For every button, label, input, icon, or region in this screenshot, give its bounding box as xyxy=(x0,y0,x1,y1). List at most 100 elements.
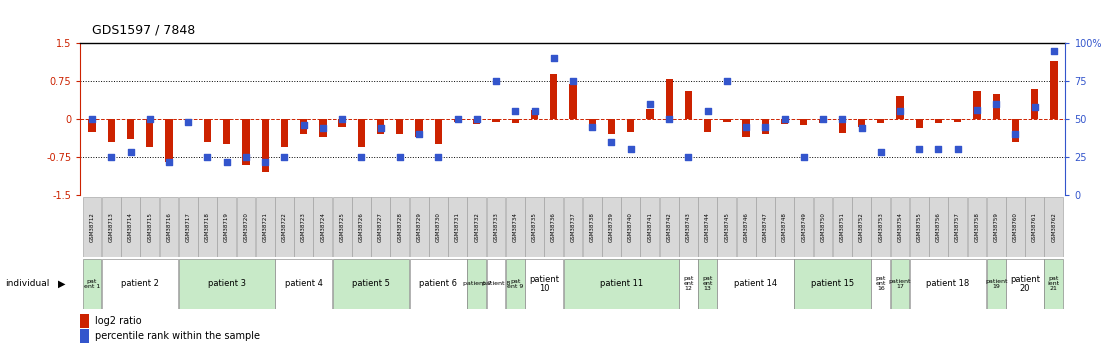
Text: patient 3: patient 3 xyxy=(208,279,246,288)
Bar xyxy=(203,119,211,142)
Text: GSM38716: GSM38716 xyxy=(167,212,171,242)
FancyBboxPatch shape xyxy=(390,197,409,257)
Text: GSM38747: GSM38747 xyxy=(762,212,768,242)
FancyBboxPatch shape xyxy=(1006,259,1044,309)
Point xyxy=(448,116,466,122)
Text: GSM38732: GSM38732 xyxy=(474,212,480,242)
Bar xyxy=(704,119,711,132)
Text: GSM38738: GSM38738 xyxy=(589,212,595,242)
FancyBboxPatch shape xyxy=(275,259,332,309)
FancyBboxPatch shape xyxy=(102,259,179,309)
Text: GSM38729: GSM38729 xyxy=(417,212,421,242)
Text: GSM38743: GSM38743 xyxy=(686,212,691,242)
Point xyxy=(565,78,582,84)
FancyBboxPatch shape xyxy=(699,259,717,309)
Bar xyxy=(878,119,884,123)
Point xyxy=(910,147,928,152)
Text: pat
ient
21: pat ient 21 xyxy=(1048,276,1060,291)
Point xyxy=(603,139,620,145)
Bar xyxy=(588,119,596,125)
FancyBboxPatch shape xyxy=(852,197,871,257)
Point xyxy=(391,154,409,160)
FancyBboxPatch shape xyxy=(179,259,275,309)
Bar xyxy=(646,109,654,119)
Bar xyxy=(512,119,519,123)
Text: patient
17: patient 17 xyxy=(889,279,911,289)
Text: GSM38715: GSM38715 xyxy=(148,212,152,242)
Text: GSM38736: GSM38736 xyxy=(551,212,557,242)
FancyBboxPatch shape xyxy=(987,197,1005,257)
FancyBboxPatch shape xyxy=(429,197,447,257)
FancyBboxPatch shape xyxy=(448,197,467,257)
Point xyxy=(314,125,332,131)
Text: GSM38725: GSM38725 xyxy=(340,212,344,242)
Point xyxy=(680,154,698,160)
Text: GSM38730: GSM38730 xyxy=(436,212,440,242)
FancyBboxPatch shape xyxy=(486,259,505,309)
Point xyxy=(295,122,313,128)
FancyBboxPatch shape xyxy=(910,197,929,257)
Bar xyxy=(954,119,961,121)
Text: patient
20: patient 20 xyxy=(1010,275,1040,293)
Text: patient 4: patient 4 xyxy=(285,279,323,288)
Text: pat
ent
16: pat ent 16 xyxy=(875,276,885,291)
FancyBboxPatch shape xyxy=(352,197,371,257)
Text: GSM38723: GSM38723 xyxy=(301,212,306,242)
Bar xyxy=(627,119,634,132)
Text: patient 18: patient 18 xyxy=(927,279,969,288)
Point xyxy=(429,154,447,160)
Point xyxy=(256,159,274,164)
Bar xyxy=(224,119,230,144)
FancyBboxPatch shape xyxy=(1044,197,1063,257)
FancyBboxPatch shape xyxy=(102,197,121,257)
Point xyxy=(891,109,909,114)
Text: GSM38751: GSM38751 xyxy=(840,212,845,242)
Text: GSM38749: GSM38749 xyxy=(802,212,806,242)
FancyBboxPatch shape xyxy=(179,197,198,257)
Text: GSM38754: GSM38754 xyxy=(898,212,902,242)
Bar xyxy=(993,94,999,119)
FancyBboxPatch shape xyxy=(563,259,679,309)
FancyBboxPatch shape xyxy=(891,259,909,309)
Point xyxy=(949,147,967,152)
Text: GSM38722: GSM38722 xyxy=(282,212,287,242)
Bar xyxy=(742,119,750,137)
Bar xyxy=(916,119,922,128)
Text: log2 ratio: log2 ratio xyxy=(95,316,142,326)
Point xyxy=(737,124,755,129)
Text: individual: individual xyxy=(6,279,50,288)
Bar xyxy=(320,119,326,137)
Bar xyxy=(550,75,558,119)
Point xyxy=(814,116,832,122)
FancyBboxPatch shape xyxy=(294,197,313,257)
FancyBboxPatch shape xyxy=(871,259,890,309)
Point xyxy=(525,109,543,114)
Text: GSM38759: GSM38759 xyxy=(994,212,998,242)
Point xyxy=(199,154,217,160)
Point xyxy=(1045,48,1063,53)
Point xyxy=(853,125,871,131)
Bar xyxy=(358,119,364,147)
Point xyxy=(833,116,851,122)
Text: GSM38741: GSM38741 xyxy=(647,212,653,242)
Point xyxy=(929,147,947,152)
FancyBboxPatch shape xyxy=(275,197,294,257)
FancyBboxPatch shape xyxy=(486,197,505,257)
Point xyxy=(237,154,255,160)
Text: GSM38756: GSM38756 xyxy=(936,212,941,242)
Bar xyxy=(569,83,577,119)
Text: GSM38750: GSM38750 xyxy=(821,212,825,242)
Bar xyxy=(107,119,115,142)
Text: GSM38761: GSM38761 xyxy=(1032,212,1038,242)
Point xyxy=(622,147,639,152)
FancyBboxPatch shape xyxy=(1006,197,1025,257)
Text: GSM38757: GSM38757 xyxy=(955,212,960,242)
Bar xyxy=(454,119,462,121)
FancyBboxPatch shape xyxy=(679,197,698,257)
Point xyxy=(467,116,485,122)
FancyBboxPatch shape xyxy=(409,197,428,257)
FancyBboxPatch shape xyxy=(1025,197,1044,257)
Text: GSM38745: GSM38745 xyxy=(724,212,729,242)
Text: patient 14: patient 14 xyxy=(735,279,777,288)
FancyBboxPatch shape xyxy=(987,259,1005,309)
